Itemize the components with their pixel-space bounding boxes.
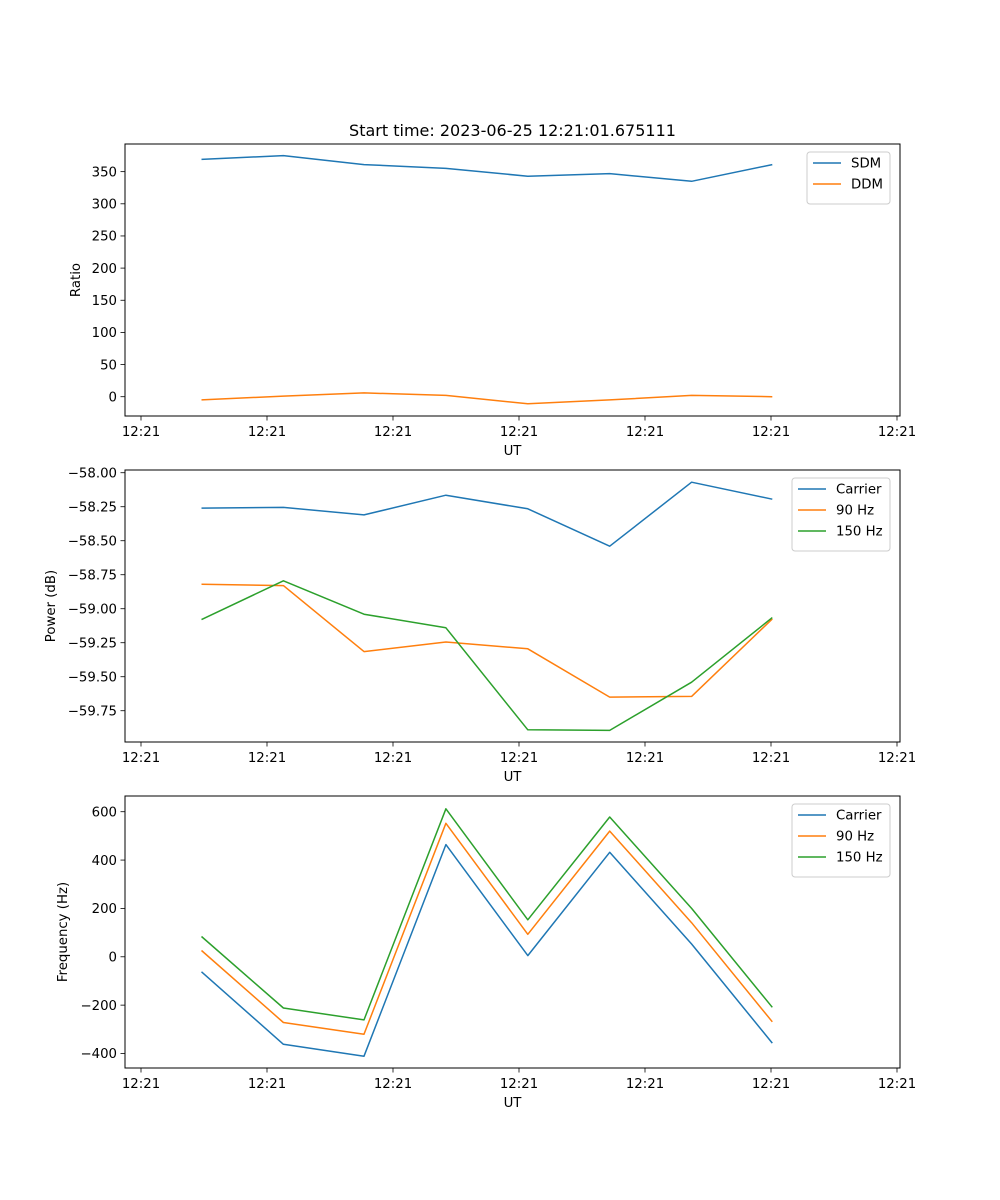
- x-tick-label: 12:21: [878, 751, 916, 766]
- x-axis-label: UT: [504, 770, 523, 785]
- series-line-carrier: [201, 843, 773, 1057]
- x-tick-label: 12:21: [878, 425, 916, 440]
- y-tick-label: −58.50: [68, 534, 117, 549]
- x-axis-label: UT: [504, 1096, 523, 1111]
- y-tick-label: 0: [109, 950, 117, 965]
- series-line-sdm: [201, 154, 773, 183]
- chart-title: Start time: 2023-06-25 12:21:01.675111: [349, 121, 676, 140]
- y-tick-label: −58.00: [68, 466, 117, 481]
- y-tick-label: 200: [92, 902, 117, 917]
- x-tick-label: 12:21: [752, 425, 790, 440]
- legend-label: 90 Hz: [836, 504, 874, 519]
- y-tick-label: 400: [92, 854, 117, 869]
- y-tick-label: −200: [80, 999, 117, 1014]
- plot-area-frame: [124, 469, 901, 743]
- legend-label: DDM: [851, 178, 883, 193]
- x-tick-label: 12:21: [248, 425, 286, 440]
- y-tick-label: 300: [92, 198, 117, 213]
- x-tick-label: 12:21: [626, 425, 664, 440]
- y-tick-label: −59.00: [68, 602, 117, 617]
- y-tick-label: 250: [92, 230, 117, 245]
- legend-box: [791, 477, 891, 552]
- y-tick-label: 350: [92, 165, 117, 180]
- legend-label: 150 Hz: [836, 525, 883, 540]
- x-tick-label: 12:21: [626, 1077, 664, 1092]
- x-tick-label: 12:21: [374, 425, 412, 440]
- series-line-150-hz: [201, 808, 773, 1021]
- chart-panel-2: 12:2112:2112:2112:2112:2112:2112:2112:22…: [44, 466, 916, 785]
- y-tick-label: −59.50: [68, 670, 117, 685]
- series-line-ddm: [201, 392, 773, 405]
- x-tick-label: 12:21: [122, 751, 160, 766]
- y-tick-label: 150: [92, 294, 117, 309]
- legend: SDM DDM: [806, 151, 891, 205]
- legend: Carrier 90 Hz 150 Hz: [791, 803, 891, 878]
- legend-label: 150 Hz: [836, 851, 883, 866]
- x-tick-label: 12:21: [752, 751, 790, 766]
- legend-label: 90 Hz: [836, 830, 874, 845]
- y-tick-label: −58.25: [68, 500, 117, 515]
- x-tick-label: 12:21: [374, 751, 412, 766]
- plot-area-frame: [124, 795, 901, 1069]
- series-line-90-hz: [201, 583, 773, 698]
- series-line-90-hz: [201, 822, 773, 1035]
- y-axis-label: Power (dB): [44, 570, 59, 642]
- x-tick-label: 12:21: [626, 751, 664, 766]
- y-tick-label: 0: [109, 390, 117, 405]
- x-tick-label: 12:21: [374, 1077, 412, 1092]
- x-tick-label: 12:21: [878, 1077, 916, 1092]
- chart-panel-1: Start time: 2023-06-25 12:21:01.675111 12…: [69, 121, 916, 459]
- series-line-150-hz: [201, 580, 773, 732]
- x-tick-label: 12:21: [248, 751, 286, 766]
- x-tick-label: 12:21: [500, 425, 538, 440]
- x-tick-label: 12:21: [500, 1077, 538, 1092]
- y-axis-label: Ratio: [69, 263, 84, 297]
- x-tick-label: 12:21: [752, 1077, 790, 1092]
- legend-box: [791, 803, 891, 878]
- x-tick-label: 12:21: [122, 1077, 160, 1092]
- y-tick-label: 200: [92, 262, 117, 277]
- chart-panel-3: 12:2112:2112:2112:2112:2112:2112:2112:22…: [56, 795, 916, 1111]
- x-tick-label: 12:21: [248, 1077, 286, 1092]
- legend: Carrier 90 Hz 150 Hz: [791, 477, 891, 552]
- x-axis-label: UT: [504, 444, 523, 459]
- x-tick-label: 12:21: [500, 751, 538, 766]
- legend-label: Carrier: [836, 483, 882, 498]
- legend-label: Carrier: [836, 809, 882, 824]
- x-tick-label: 12:21: [122, 425, 160, 440]
- plot-area-frame: [124, 143, 901, 417]
- y-tick-label: −59.75: [68, 704, 117, 719]
- legend-label: SDM: [851, 157, 881, 172]
- y-tick-label: −400: [80, 1047, 117, 1062]
- y-tick-label: 100: [92, 326, 117, 341]
- y-tick-label: 50: [100, 358, 117, 373]
- y-axis-label: Frequency (Hz): [56, 882, 71, 982]
- y-tick-label: −59.25: [68, 636, 117, 651]
- y-tick-label: 600: [92, 805, 117, 820]
- series-line-carrier: [201, 481, 773, 547]
- legend-box: [806, 151, 891, 205]
- y-tick-label: −58.75: [68, 568, 117, 583]
